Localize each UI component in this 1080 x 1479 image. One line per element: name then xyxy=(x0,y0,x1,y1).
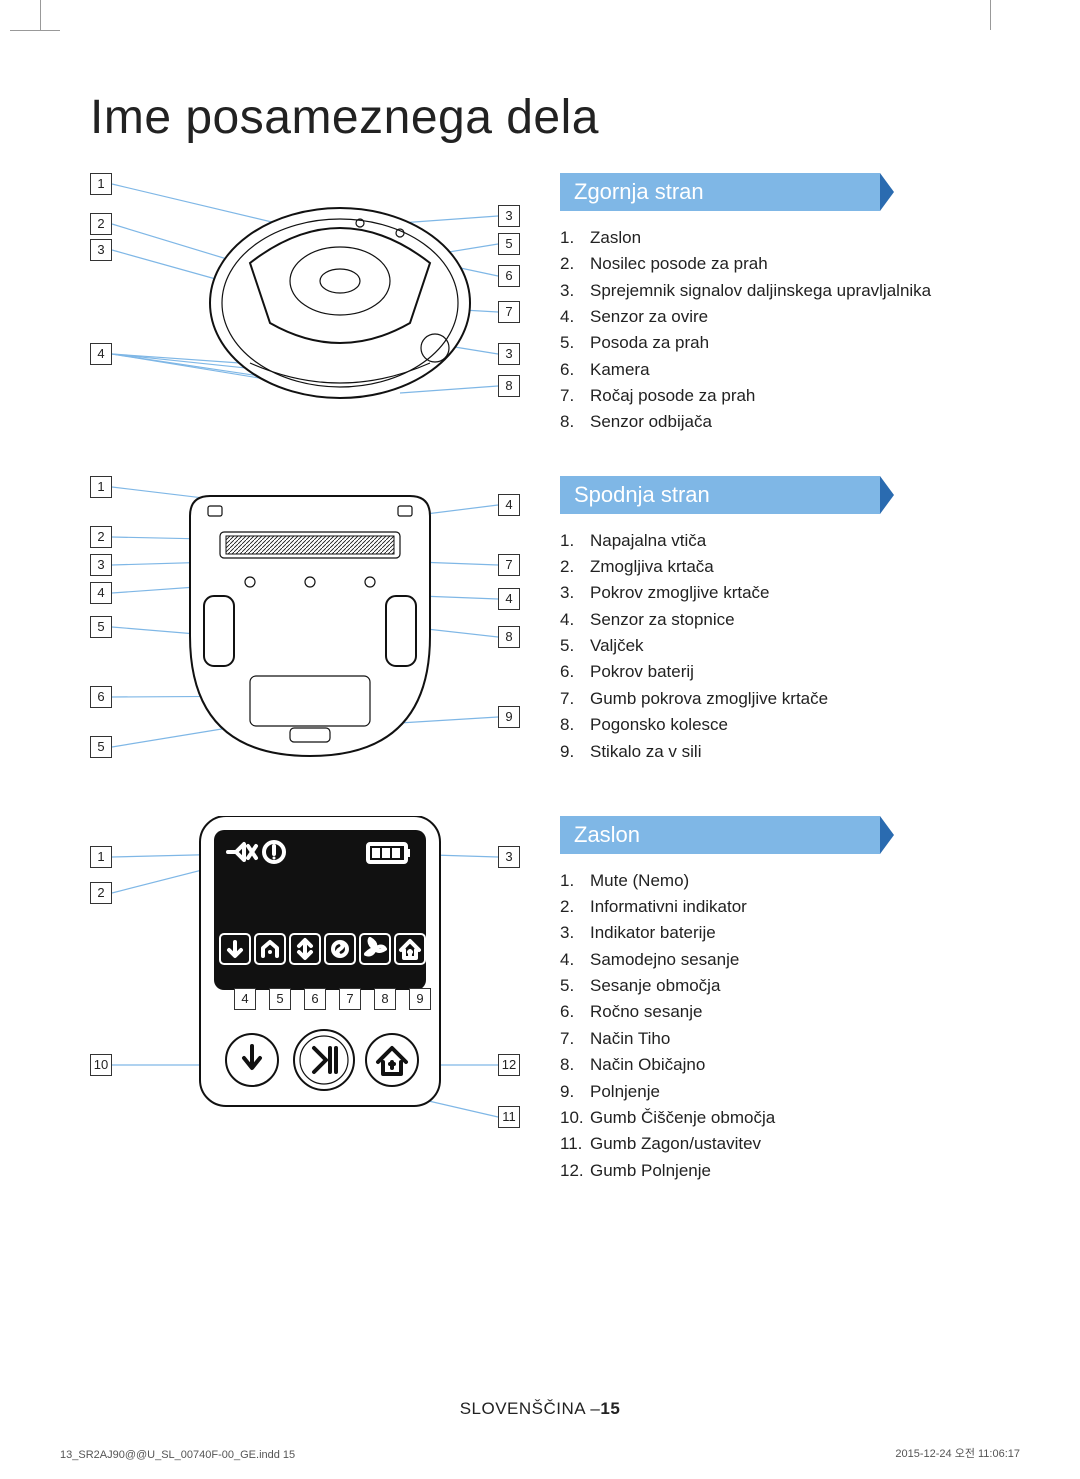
callout: 10 xyxy=(90,1054,112,1076)
callout: 7 xyxy=(498,301,520,323)
callout: 7 xyxy=(498,554,520,576)
footer-lang: SLOVENŠČINA – xyxy=(460,1399,601,1418)
list-item: Gumb Zagon/ustavitev xyxy=(590,1131,990,1157)
list-item: Ročaj posode za prah xyxy=(590,383,990,409)
callout: 1 xyxy=(90,846,112,868)
list-item: Senzor za ovire xyxy=(590,304,990,330)
callout: 3 xyxy=(90,239,112,261)
callout: 5 xyxy=(90,616,112,638)
top-view-svg xyxy=(90,173,520,433)
callout: 8 xyxy=(498,626,520,648)
list-item: Zmogljiva krtača xyxy=(590,554,990,580)
list-item: Indikator baterije xyxy=(590,920,990,946)
parts-list-bottom: 1.Napajalna vtiča 2.Zmogljiva krtača 3.P… xyxy=(560,528,990,765)
bottom-view-svg xyxy=(90,476,520,776)
callout: 5 xyxy=(498,233,520,255)
callout: 2 xyxy=(90,526,112,548)
callout: 3 xyxy=(498,846,520,868)
page-footer: SLOVENŠČINA –15 xyxy=(0,1399,1080,1419)
list-item: Nosilec posode za prah xyxy=(590,251,990,277)
callout: 5 xyxy=(269,988,291,1010)
list-item: Posoda za prah xyxy=(590,330,990,356)
text-display: Zaslon 1.Mute (Nemo) 2.Informativni indi… xyxy=(560,816,990,1184)
list-item: Pogonsko kolesce xyxy=(590,712,990,738)
footer-page: 15 xyxy=(600,1399,620,1418)
list-item: Gumb Čiščenje območja xyxy=(590,1105,990,1131)
list-item: Pokrov baterij xyxy=(590,659,990,685)
text-bottom: Spodnja stran 1.Napajalna vtiča 2.Zmoglj… xyxy=(560,476,990,776)
callout: 4 xyxy=(90,343,112,365)
section-top: 1 2 3 4 3 5 6 7 3 8 xyxy=(90,173,990,436)
parts-list-display: 1.Mute (Nemo) 2.Informativni indikator 3… xyxy=(560,868,990,1184)
text-top: Zgornja stran 1.Zaslon 2.Nosilec posode … xyxy=(560,173,990,436)
callout: 6 xyxy=(498,265,520,287)
list-item: Napajalna vtiča xyxy=(590,528,990,554)
callout: 3 xyxy=(498,343,520,365)
list-item: Stikalo za v sili xyxy=(590,739,990,765)
diagram-top: 1 2 3 4 3 5 6 7 3 8 xyxy=(90,173,520,433)
callout: 8 xyxy=(498,375,520,397)
diagram-display: 1 2 10 3 12 11 xyxy=(90,816,520,1136)
print-meta-right: 2015-12-24 오전 11:06:17 xyxy=(895,1445,1020,1461)
list-item: Informativni indikator xyxy=(590,894,990,920)
list-item: Sprejemnik signalov daljinskega upravlja… xyxy=(590,278,990,304)
callout: 2 xyxy=(90,213,112,235)
diagram-bottom: 1 2 3 4 5 6 5 4 7 4 8 9 xyxy=(90,476,520,776)
callout: 3 xyxy=(498,205,520,227)
list-item: Gumb pokrova zmogljive krtače xyxy=(590,686,990,712)
section-bottom: 1 2 3 4 5 6 5 4 7 4 8 9 xyxy=(90,476,990,776)
manual-page: Ime posameznega dela 1 2 3 4 3 5 6 7 3 8 xyxy=(0,0,1080,1479)
list-item: Sesanje območja xyxy=(590,973,990,999)
crop-mark xyxy=(40,0,60,30)
callout: 6 xyxy=(304,988,326,1010)
callout: 4 xyxy=(90,582,112,604)
crop-mark xyxy=(10,30,60,31)
callout: 4 xyxy=(498,588,520,610)
callout: 11 xyxy=(498,1106,520,1128)
list-item: Valjček xyxy=(590,633,990,659)
list-item: Polnjenje xyxy=(590,1079,990,1105)
section-heading: Zgornja stran xyxy=(560,173,880,211)
list-item: Ročno sesanje xyxy=(590,999,990,1025)
print-meta-left: 13_SR2AJ90@@U_SL_00740F-00_GE.indd 15 xyxy=(60,1449,295,1461)
callout: 6 xyxy=(90,686,112,708)
section-display: 1 2 10 3 12 11 xyxy=(90,816,990,1184)
list-item: Pokrov zmogljive krtače xyxy=(590,580,990,606)
page-title: Ime posameznega dela xyxy=(90,90,990,145)
list-item: Način Tiho xyxy=(590,1026,990,1052)
callout: 3 xyxy=(90,554,112,576)
crop-mark xyxy=(990,0,1010,30)
callout: 4 xyxy=(498,494,520,516)
list-item: Senzor odbijača xyxy=(590,409,990,435)
section-heading: Spodnja stran xyxy=(560,476,880,514)
callout: 1 xyxy=(90,476,112,498)
callout: 1 xyxy=(90,173,112,195)
callout: 9 xyxy=(498,706,520,728)
parts-list-top: 1.Zaslon 2.Nosilec posode za prah 3.Spre… xyxy=(560,225,990,436)
list-item: Samodejno sesanje xyxy=(590,947,990,973)
list-item: Način Običajno xyxy=(590,1052,990,1078)
list-item: Gumb Polnjenje xyxy=(590,1158,990,1184)
section-heading: Zaslon xyxy=(560,816,880,854)
callout: 8 xyxy=(374,988,396,1010)
callout: 12 xyxy=(498,1054,520,1076)
callout: 9 xyxy=(409,988,431,1010)
list-item: Senzor za stopnice xyxy=(590,607,990,633)
display-svg xyxy=(90,816,520,1136)
list-item: Kamera xyxy=(590,357,990,383)
callout: 2 xyxy=(90,882,112,904)
callout: 7 xyxy=(339,988,361,1010)
callout: 4 xyxy=(234,988,256,1010)
callout: 5 xyxy=(90,736,112,758)
list-item: Mute (Nemo) xyxy=(590,868,990,894)
list-item: Zaslon xyxy=(590,225,990,251)
